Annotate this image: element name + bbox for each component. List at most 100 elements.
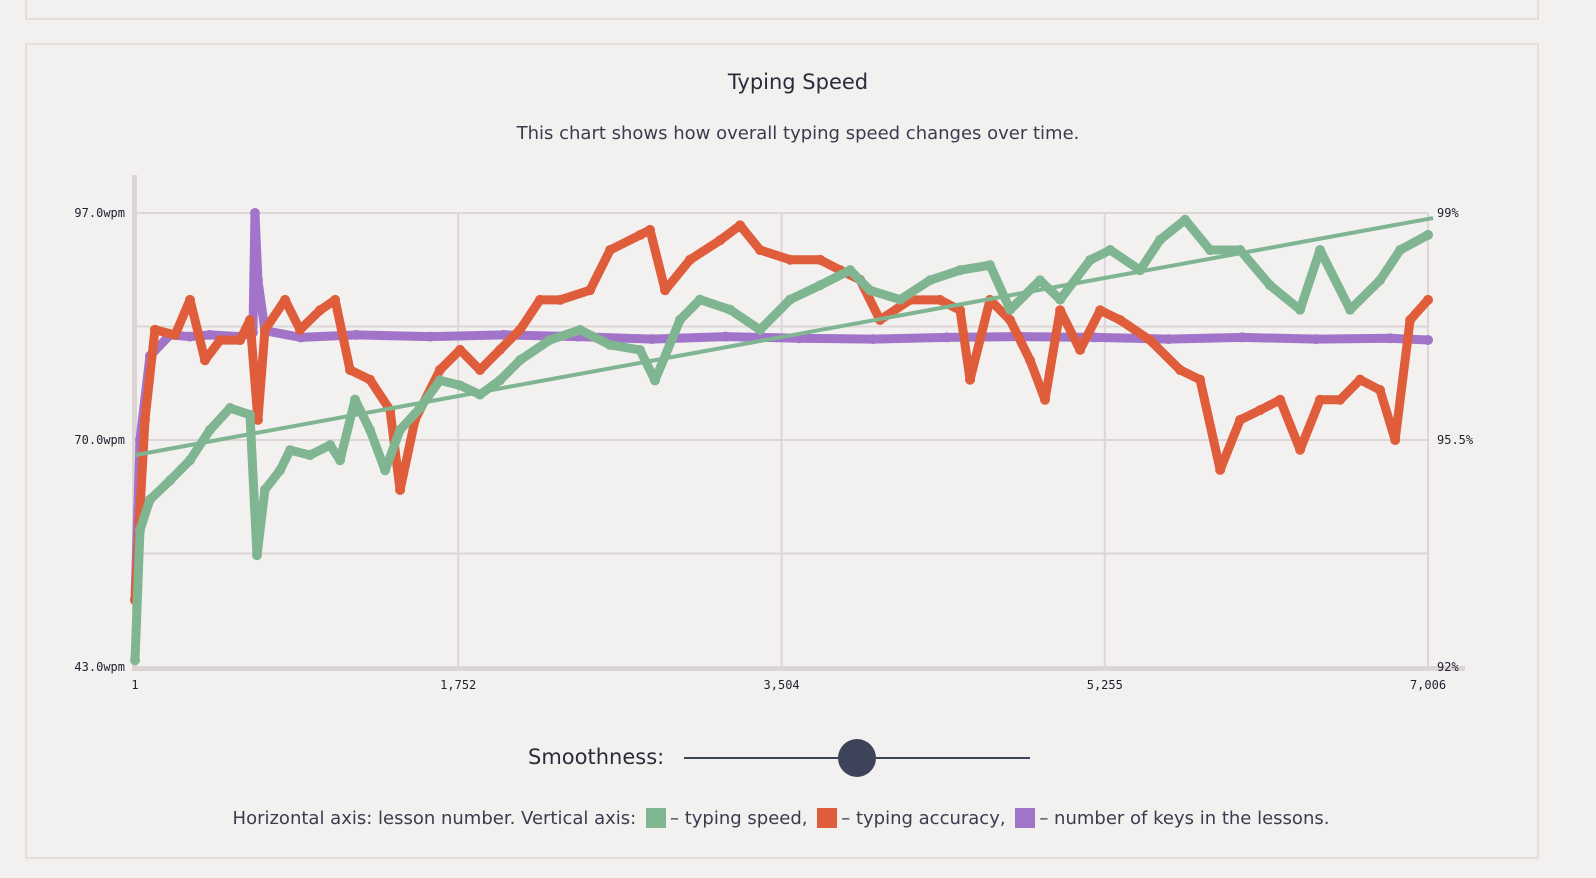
data-point-typing-speed (695, 294, 706, 305)
data-point-number-of-keys-in-the-lessons (1311, 334, 1322, 345)
data-point-typing-accuracy (1275, 394, 1286, 405)
data-point-typing-accuracy (345, 364, 356, 375)
x-tick-label: 3,504 (764, 678, 800, 692)
data-point-typing-accuracy (1375, 385, 1386, 396)
data-point-typing-speed (1154, 234, 1165, 245)
data-point-typing-accuracy (395, 484, 406, 495)
y-right-tick-label: 99% (1437, 206, 1459, 220)
data-point-typing-accuracy (235, 335, 246, 346)
data-point-typing-speed (494, 375, 505, 386)
data-point-typing-accuracy (139, 414, 150, 425)
y-left-tick-label: 97.0wpm (74, 206, 125, 220)
data-point-typing-accuracy (584, 285, 595, 296)
data-point-typing-accuracy (185, 294, 196, 305)
data-point-typing-accuracy (1335, 394, 1346, 405)
data-point-typing-accuracy (635, 230, 646, 241)
data-point-typing-accuracy (785, 254, 796, 265)
data-point-typing-accuracy (1025, 355, 1036, 366)
data-point-typing-speed (955, 265, 966, 276)
data-point-typing-accuracy (314, 305, 325, 316)
data-point-typing-speed (395, 424, 406, 435)
data-point-number-of-keys-in-the-lessons (252, 275, 263, 286)
data-point-typing-accuracy (934, 294, 945, 305)
data-point-typing-speed (814, 280, 825, 291)
data-point-typing-accuracy (1055, 305, 1066, 316)
data-point-typing-accuracy (364, 374, 375, 385)
data-point-typing-speed (434, 375, 445, 386)
data-point-typing-accuracy (735, 220, 746, 231)
data-point-typing-speed (1315, 244, 1326, 255)
legend-speed: – typing speed, (669, 808, 808, 829)
data-point-typing-speed (350, 394, 361, 405)
data-point-typing-speed (1295, 304, 1306, 315)
legend-swatch-keys (1015, 808, 1036, 828)
legend-prefix: Horizontal axis: lesson number. Vertical… (232, 808, 637, 829)
data-point-typing-accuracy (1095, 305, 1106, 316)
data-point-typing-speed (544, 334, 555, 345)
data-point-typing-accuracy (605, 244, 616, 255)
data-point-typing-accuracy (534, 294, 545, 305)
data-point-typing-speed (204, 424, 215, 435)
data-point-typing-accuracy (1315, 394, 1326, 405)
data-point-typing-accuracy (199, 355, 210, 366)
data-point-typing-speed (635, 345, 646, 356)
data-point-typing-accuracy (1145, 335, 1156, 346)
data-point-typing-accuracy (1175, 364, 1186, 375)
data-point-typing-accuracy (1195, 374, 1206, 385)
data-point-typing-accuracy (455, 344, 466, 355)
data-point-typing-speed (144, 494, 155, 505)
data-point-typing-accuracy (955, 305, 966, 316)
data-point-typing-speed (1005, 304, 1016, 315)
data-point-typing-accuracy (965, 374, 976, 385)
data-point-typing-speed (304, 450, 315, 461)
data-point-number-of-keys-in-the-lessons (295, 332, 306, 343)
data-point-typing-speed (1085, 255, 1096, 266)
chart-subtitle: This chart shows how overall typing spee… (516, 123, 1080, 144)
data-point-typing-speed (785, 294, 796, 305)
legend-keys: – number of keys in the lessons. (1039, 808, 1330, 829)
data-point-typing-speed (515, 355, 526, 366)
data-point-typing-accuracy (1039, 394, 1050, 405)
x-tick-label: 1,752 (440, 678, 476, 692)
data-point-typing-accuracy (494, 344, 505, 355)
y-left-tick-label: 70.0wpm (74, 433, 125, 447)
data-point-typing-speed (455, 380, 466, 391)
trend-line (134, 216, 1434, 458)
smoothness-label: Smoothness: (528, 745, 665, 769)
data-point-typing-accuracy (1423, 294, 1433, 305)
y-right-tick-label: 92% (1437, 660, 1459, 674)
data-point-typing-accuracy (715, 235, 726, 246)
data-point-typing-accuracy (215, 335, 226, 346)
data-point-number-of-keys-in-the-lessons (425, 331, 436, 342)
data-point-typing-speed (285, 445, 296, 456)
data-point-typing-speed (252, 550, 263, 561)
data-point-number-of-keys-in-the-lessons (351, 329, 362, 340)
data-point-number-of-keys-in-the-lessons (1384, 333, 1395, 344)
data-point-typing-speed (754, 324, 765, 335)
x-axis-line (132, 666, 1465, 671)
data-point-typing-accuracy (252, 414, 263, 425)
data-point-typing-accuracy (660, 285, 671, 296)
data-point-typing-speed (575, 324, 586, 335)
legend-swatch-accuracy (817, 808, 838, 828)
data-point-number-of-keys-in-the-lessons (185, 331, 196, 342)
data-point-typing-accuracy (149, 324, 160, 335)
data-point-number-of-keys-in-the-lessons (1423, 334, 1433, 345)
data-point-typing-speed (895, 294, 906, 305)
series-layer (130, 208, 1434, 666)
data-point-typing-speed (1264, 280, 1275, 291)
previous-chart-card (25, 0, 1539, 20)
legend-swatch-speed (645, 808, 666, 828)
data-point-typing-speed (380, 465, 391, 476)
data-point-typing-speed (1035, 275, 1046, 286)
data-point-typing-speed (1423, 229, 1433, 240)
data-point-typing-speed (1055, 294, 1066, 305)
smoothness-slider-thumb[interactable] (838, 739, 876, 777)
data-point-typing-speed (725, 304, 736, 315)
data-point-typing-accuracy (1215, 464, 1226, 475)
data-point-typing-speed (845, 265, 856, 276)
data-point-typing-accuracy (330, 294, 341, 305)
data-point-typing-accuracy (434, 364, 445, 375)
data-point-typing-speed (244, 409, 255, 420)
